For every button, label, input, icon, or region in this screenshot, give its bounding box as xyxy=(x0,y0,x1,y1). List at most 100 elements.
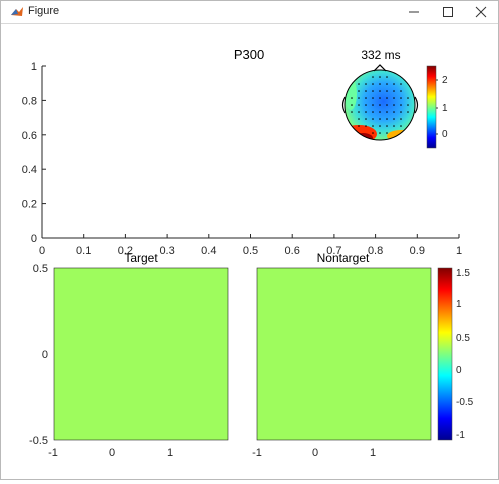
p300-x-tick-label: 0.3 xyxy=(159,245,174,257)
electrode-dot xyxy=(400,97,402,99)
electrode-dot xyxy=(372,118,374,120)
right-ear-icon xyxy=(414,96,419,114)
electrode-dot xyxy=(393,83,395,85)
electrode-dot xyxy=(379,125,381,127)
nontarget-title: Nontarget xyxy=(317,251,370,265)
nontarget-image xyxy=(256,267,432,441)
bottom-colorbar: 1.5 1 0.5 0 -0.5 -1 xyxy=(437,267,474,441)
target-y-tick: -0.5 xyxy=(29,435,48,447)
title-bar[interactable]: Figure xyxy=(1,1,498,24)
electrode-dot xyxy=(372,76,374,78)
electrode-dot xyxy=(372,111,374,113)
electrode-dot xyxy=(365,90,367,92)
bottom-colorbar-tick: 1 xyxy=(456,299,462,310)
electrode-dot xyxy=(379,104,381,106)
electrode-dot xyxy=(400,118,402,120)
electrode-dot xyxy=(400,125,402,127)
target-panel: Target 0.5 0 -0.5 -1 0 1 xyxy=(29,251,229,459)
electrode-dot xyxy=(393,104,395,106)
electrode-dot xyxy=(358,90,360,92)
window-title: Figure xyxy=(28,5,60,17)
minimize-icon xyxy=(409,11,419,13)
topomap-colorbar-tick: 1 xyxy=(442,103,448,114)
p300-axes: 0 0.2 0.4 0.6 0.8 1 0 0.1 0.2 0.3 0.4 0.5 0.6 0.7 0.8… xyxy=(22,47,462,257)
p300-x-tick-label: 0.1 xyxy=(76,245,91,257)
minimize-button[interactable] xyxy=(396,1,432,23)
electrode-dot xyxy=(400,104,402,106)
electrode-dot xyxy=(386,125,388,127)
figure-canvas[interactable]: 0 0.2 0.4 0.6 0.8 1 0 0.1 0.2 0.3 0.4 0.5 0.6 0.7 0.8… xyxy=(1,24,498,479)
electrode-dot xyxy=(386,76,388,78)
p300-x-ticks: 0 0.1 0.2 0.3 0.4 0.5 0.6 0.7 0.8 0.9 1 xyxy=(39,234,462,257)
electrode-dot xyxy=(365,111,367,113)
target-image xyxy=(53,267,229,441)
bottom-colorbar-tick: 0 xyxy=(456,365,462,376)
p300-x-tick-label: 0.4 xyxy=(201,245,216,257)
electrode-dot xyxy=(365,125,367,127)
electrode-dot xyxy=(358,111,360,113)
electrode-dot xyxy=(358,125,360,127)
electrode-dot xyxy=(358,104,360,106)
bottom-colorbar-tick: -1 xyxy=(456,430,465,441)
electrode-dot xyxy=(386,132,388,134)
nontarget-x-tick: -1 xyxy=(252,447,262,459)
target-x-tick: 1 xyxy=(167,447,173,459)
electrode-dot xyxy=(400,90,402,92)
p300-y-tick-label: 1 xyxy=(31,61,37,73)
electrode-dot xyxy=(365,97,367,99)
target-y-tick: 0.5 xyxy=(33,263,48,275)
target-x-tick: 0 xyxy=(109,447,115,459)
electrode-dot xyxy=(358,83,360,85)
head-outline xyxy=(344,69,416,141)
topomap-colorbar xyxy=(426,65,437,149)
topomap: 332 ms 2 1 0 xyxy=(341,48,448,149)
electrode-dot xyxy=(386,90,388,92)
bottom-colorbar-tick: 0.5 xyxy=(456,333,470,344)
electrode-dot xyxy=(400,111,402,113)
bottom-colorbar-bar xyxy=(437,267,453,441)
electrode-dot xyxy=(379,76,381,78)
electrode-dot xyxy=(358,118,360,120)
maximize-icon xyxy=(443,7,453,17)
bottom-colorbar-tick: 1.5 xyxy=(456,268,470,279)
p300-y-tick-label: 0.6 xyxy=(22,130,37,142)
p300-x-tick-label: 0.9 xyxy=(410,245,425,257)
electrode-dot xyxy=(386,97,388,99)
electrode-dot xyxy=(351,104,353,106)
p300-x-tick-label: 0.7 xyxy=(326,245,341,257)
electrode-dot xyxy=(393,118,395,120)
nose-icon xyxy=(373,64,387,72)
electrode-dot xyxy=(365,118,367,120)
electrode-dot xyxy=(386,111,388,113)
maximize-button[interactable] xyxy=(430,1,466,23)
topomap-colorbar-tick: 2 xyxy=(442,75,448,86)
figure-svg: 0 0.2 0.4 0.6 0.8 1 0 0.1 0.2 0.3 0.4 0.5 0.6 0.7 0.8… xyxy=(22,47,474,459)
p300-y-tick-label: 0.8 xyxy=(22,95,37,107)
electrode-dot xyxy=(379,132,381,134)
electrode-dot xyxy=(400,83,402,85)
p300-x-tick-label: 0 xyxy=(39,245,45,257)
electrode-dot xyxy=(365,83,367,85)
electrode-dot xyxy=(386,83,388,85)
electrode-dot xyxy=(393,90,395,92)
close-icon xyxy=(475,6,487,18)
electrode-dot xyxy=(351,97,353,99)
nontarget-x-tick: 1 xyxy=(370,447,376,459)
p300-title: P300 xyxy=(234,47,264,62)
p300-x-tick-label: 1 xyxy=(456,245,462,257)
electrode-dot xyxy=(372,132,374,134)
topomap-colorbar-tick: 0 xyxy=(442,129,448,140)
electrode-dot xyxy=(372,90,374,92)
electrode-dots xyxy=(351,76,409,134)
electrode-dot xyxy=(351,111,353,113)
electrode-dot xyxy=(393,111,395,113)
close-button[interactable] xyxy=(463,1,499,23)
topomap-scalp xyxy=(345,70,415,140)
electrode-dot xyxy=(372,83,374,85)
electrode-dot xyxy=(358,97,360,99)
target-y-tick: 0 xyxy=(42,349,48,361)
p300-y-ticks: 0 0.2 0.4 0.6 0.8 1 xyxy=(22,61,46,245)
electrode-dot xyxy=(379,111,381,113)
p300-x-tick-label: 0.6 xyxy=(285,245,300,257)
